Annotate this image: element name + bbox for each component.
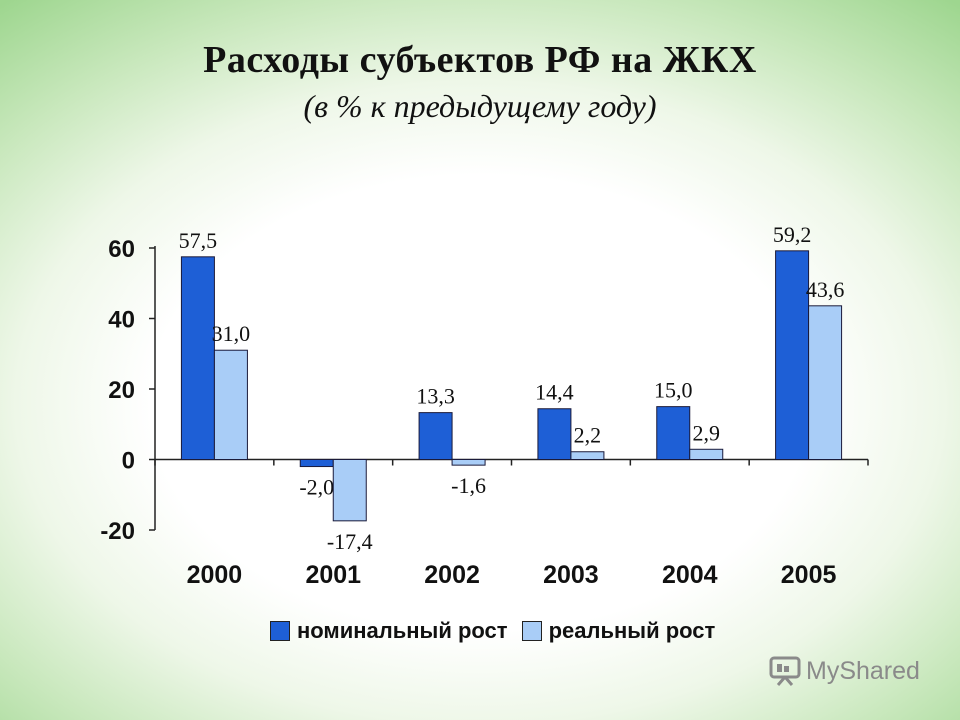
bar-nominal [180,256,215,460]
bar-real [213,349,248,461]
data-label: -1,6 [451,473,486,498]
data-label: 14,4 [535,380,574,405]
x-tick-label: 2000 [187,561,243,589]
data-label: 2,2 [574,423,602,448]
x-tick-label: 2002 [424,561,480,589]
bar-nominal [299,459,334,468]
x-tick-label: 2004 [662,561,718,589]
data-label: 43,6 [806,277,845,302]
data-label: 15,0 [654,378,693,403]
legend-label-nominal: номинальный рост [297,618,508,643]
legend-item-real: реальный рост [521,618,716,644]
data-label: 31,0 [212,321,251,346]
y-tick-label: 40 [108,307,135,334]
watermark: MyShared [768,655,920,687]
presentation-board-icon [769,656,801,686]
x-tick-label: 2005 [781,561,837,589]
bar-real [570,451,605,460]
bar-real [332,459,367,522]
bar-real [808,305,843,460]
legend-swatch-nominal [270,621,290,641]
bar-nominal [775,250,810,460]
data-label: 13,3 [416,384,455,409]
y-tick-label: 0 [122,448,135,475]
bar-real [451,459,486,466]
bar-nominal [418,412,453,460]
page-title: Расходы субъектов РФ на ЖКХ [203,39,757,81]
data-label: 2,9 [693,420,721,445]
y-tick-label: 20 [108,377,135,404]
watermark-text: MyShared [806,656,920,685]
legend-item-nominal: номинальный рост [270,618,508,644]
y-tick-label: -20 [100,518,135,545]
bar-real [689,448,724,460]
x-tick-label: 2003 [543,561,599,589]
legend-label-real: реальный рост [548,618,716,643]
page-subtitle: (в % к предыдущему году) [303,88,657,124]
bar-nominal [656,406,691,460]
legend-swatch-real [521,621,542,641]
x-tick-label: 2001 [305,561,361,589]
data-label: 57,5 [179,228,218,253]
data-label: -17,4 [327,529,373,554]
data-label: 59,2 [773,222,812,247]
chart-legend: номинальный рост реальный рост [270,614,729,648]
y-tick-label: 60 [108,236,135,263]
bar-nominal [537,408,572,460]
data-label: -2,0 [299,475,334,500]
